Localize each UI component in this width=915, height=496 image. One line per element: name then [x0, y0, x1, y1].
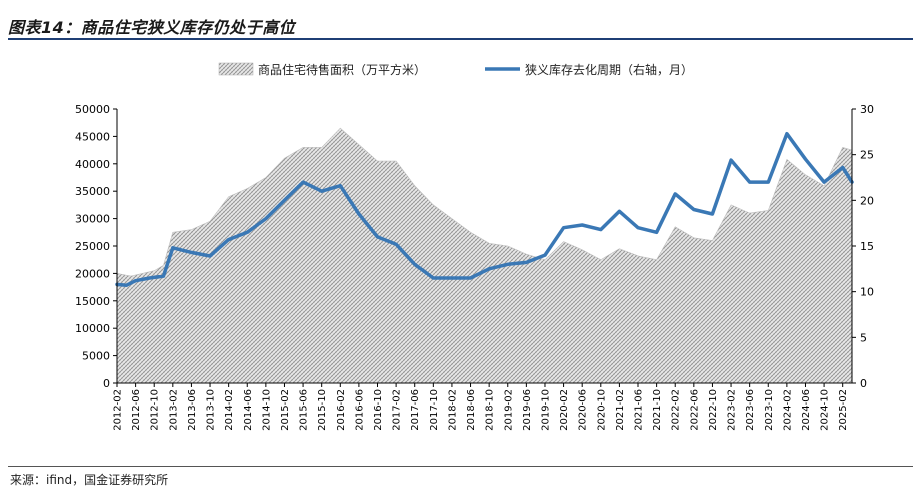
x-tick-label: 2017-10: [429, 389, 440, 431]
x-tick-label: 2012-06: [131, 389, 142, 431]
y-right-tick-label: 15: [860, 240, 874, 253]
source-rule: [8, 466, 913, 467]
legend-label-inventory-area: 商品住宅待售面积（万平方米）: [258, 62, 426, 77]
x-tick-label: 2012-10: [150, 389, 161, 431]
x-tick-label: 2017-02: [392, 389, 403, 431]
x-tick-label: 2021-06: [634, 389, 645, 431]
x-tick-label: 2016-06: [354, 389, 365, 431]
x-tick-label: 2013-06: [187, 389, 198, 431]
x-tick-label: 2014-02: [224, 389, 235, 431]
x-tick-label: 2016-02: [336, 389, 347, 431]
chart: 商品住宅待售面积（万平方米） 狭义库存去化周期（右轴，月） 0 5000 10000…: [75, 62, 874, 431]
x-tick-label: 2024-06: [801, 389, 812, 431]
series-line-destock-cycle: [115, 131, 854, 288]
x-tick-label: 2021-02: [615, 389, 626, 431]
x-tick-label: 2021-10: [652, 389, 663, 431]
x-tick-label: 2018-02: [447, 389, 458, 431]
x-tick-label: 2015-02: [280, 389, 291, 431]
y-left-tick-label: 35000: [75, 185, 110, 198]
x-tick-label: 2014-10: [261, 389, 272, 431]
y-left-tick-label: 25000: [75, 240, 110, 253]
x-tick-label: 2023-10: [764, 389, 775, 431]
x-tick-label: 2020-06: [578, 389, 589, 431]
x-tick-label: 2015-10: [317, 389, 328, 431]
x-tick-label: 2012-02: [113, 389, 124, 431]
series-area-inventory: [116, 127, 853, 384]
x-tick-label: 2016-10: [373, 389, 384, 431]
y-right-tick-label: 30: [860, 103, 874, 116]
x-tick-label: 2024-02: [782, 389, 793, 431]
x-tick-label: 2013-10: [206, 389, 217, 431]
x-tick-label: 2023-02: [727, 389, 738, 431]
y-left-tick-label: 50000: [75, 103, 110, 116]
x-tick-label: 2017-06: [410, 389, 421, 431]
y-left-tick-label: 10000: [75, 322, 110, 335]
legend-label-destock-cycle-line: 狭义库存去化周期（右轴，月）: [525, 62, 693, 77]
x-tick-label: 2023-06: [745, 389, 756, 431]
x-tick-label: 2019-06: [522, 389, 533, 431]
x-tick-label: 2013-02: [168, 389, 179, 431]
legend-swatch-inventory-area: [218, 62, 254, 76]
y-left-tick-label: 0: [103, 377, 110, 390]
y-left-tick-label: 45000: [75, 130, 110, 143]
y-left-tick-label: 20000: [75, 267, 110, 280]
x-tick-label: 2025-02: [838, 389, 849, 431]
x-tick-label: 2019-10: [541, 389, 552, 431]
y-right-tick-label: 0: [860, 377, 867, 390]
x-tick-label: 2022-06: [689, 389, 700, 431]
y-left-tick-label: 15000: [75, 295, 110, 308]
plot-area: 0 5000 10000 15000 20000 25000 30000 35000 40000…: [75, 103, 874, 431]
y-right-tick-label: 20: [860, 194, 874, 207]
y-left-tick-label: 30000: [75, 213, 110, 226]
y-right-tick-label: 25: [860, 149, 874, 162]
x-tick-label: 2014-06: [243, 389, 254, 431]
x-tick-label: 2020-02: [559, 389, 570, 431]
x-tick-label: 2020-10: [596, 389, 607, 431]
title-rule: [8, 38, 913, 40]
y-left-tick-label: 5000: [82, 350, 110, 363]
x-tick-label: 2015-06: [299, 389, 310, 431]
y-left-tick-label: 40000: [75, 158, 110, 171]
y-right-tick-label: 5: [860, 331, 867, 344]
source-note: 来源：ifind，国金证券研究所: [10, 473, 169, 487]
x-tick-label: 2019-02: [503, 389, 514, 431]
legend: 商品住宅待售面积（万平方米） 狭义库存去化周期（右轴，月）: [218, 62, 693, 77]
x-tick-label: 2022-02: [671, 389, 682, 431]
x-tick-label: 2022-10: [708, 389, 719, 431]
x-tick-label: 2018-10: [485, 389, 496, 431]
figure-title: 图表14：商品住宅狭义库存仍处于高位: [8, 18, 296, 37]
x-tick-label: 2024-10: [820, 389, 831, 431]
x-tick-label: 2018-06: [466, 389, 477, 431]
y-right-tick-label: 10: [860, 286, 874, 299]
